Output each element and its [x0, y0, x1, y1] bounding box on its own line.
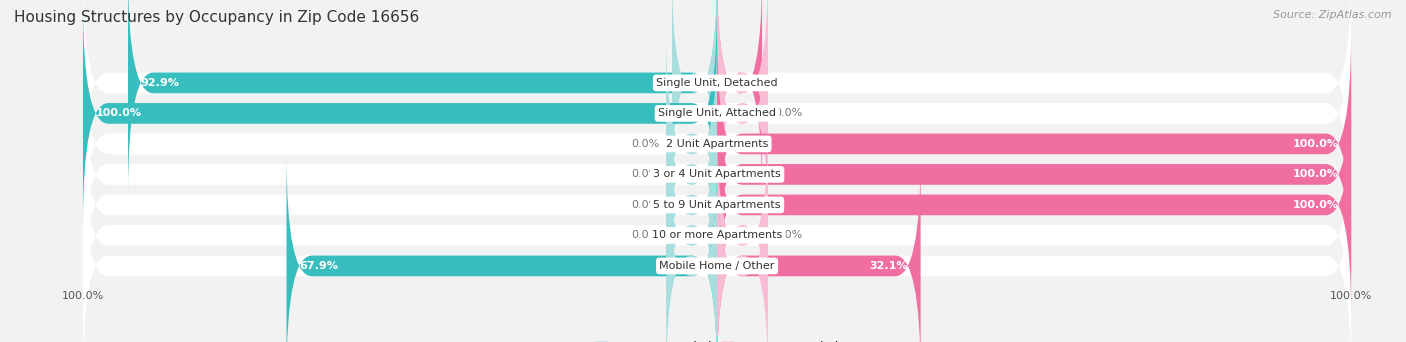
Text: 0.0%: 0.0% [631, 231, 659, 240]
FancyBboxPatch shape [83, 63, 1351, 286]
FancyBboxPatch shape [666, 32, 717, 255]
Text: 3 or 4 Unit Apartments: 3 or 4 Unit Apartments [654, 169, 780, 180]
Text: 2 Unit Apartments: 2 Unit Apartments [666, 139, 768, 149]
FancyBboxPatch shape [717, 154, 768, 342]
FancyBboxPatch shape [717, 32, 1351, 255]
Legend: Owner-occupied, Renter-occupied: Owner-occupied, Renter-occupied [595, 341, 839, 342]
FancyBboxPatch shape [717, 124, 768, 342]
Text: Housing Structures by Occupancy in Zip Code 16656: Housing Structures by Occupancy in Zip C… [14, 10, 419, 25]
Text: 100.0%: 100.0% [1292, 139, 1339, 149]
Text: 5 to 9 Unit Apartments: 5 to 9 Unit Apartments [654, 200, 780, 210]
FancyBboxPatch shape [717, 93, 1351, 317]
FancyBboxPatch shape [128, 0, 717, 195]
FancyBboxPatch shape [666, 93, 717, 317]
Text: 100.0%: 100.0% [96, 108, 142, 118]
FancyBboxPatch shape [83, 124, 1351, 342]
FancyBboxPatch shape [717, 154, 921, 342]
FancyBboxPatch shape [672, 0, 717, 195]
FancyBboxPatch shape [717, 63, 1351, 286]
FancyBboxPatch shape [83, 0, 1351, 195]
FancyBboxPatch shape [83, 32, 1351, 255]
FancyBboxPatch shape [83, 2, 717, 225]
FancyBboxPatch shape [666, 124, 717, 342]
Text: 0.0%: 0.0% [631, 169, 659, 180]
FancyBboxPatch shape [666, 154, 717, 342]
Text: 0.0%: 0.0% [631, 139, 659, 149]
Text: 7.1%: 7.1% [718, 78, 749, 88]
Text: Source: ZipAtlas.com: Source: ZipAtlas.com [1274, 10, 1392, 20]
FancyBboxPatch shape [83, 93, 1351, 317]
FancyBboxPatch shape [287, 154, 717, 342]
FancyBboxPatch shape [717, 0, 768, 195]
Text: 67.9%: 67.9% [299, 261, 337, 271]
Text: 0.0%: 0.0% [631, 200, 659, 210]
Text: 92.9%: 92.9% [141, 78, 180, 88]
Text: Single Unit, Attached: Single Unit, Attached [658, 108, 776, 118]
Text: 100.0%: 100.0% [1292, 200, 1339, 210]
Text: Mobile Home / Other: Mobile Home / Other [659, 261, 775, 271]
Text: 0.0%: 0.0% [775, 231, 803, 240]
FancyBboxPatch shape [717, 0, 762, 195]
Text: 0.0%: 0.0% [775, 108, 803, 118]
FancyBboxPatch shape [83, 154, 1351, 342]
Text: 10 or more Apartments: 10 or more Apartments [652, 231, 782, 240]
FancyBboxPatch shape [666, 63, 717, 286]
Text: Single Unit, Detached: Single Unit, Detached [657, 78, 778, 88]
Text: 100.0%: 100.0% [1292, 169, 1339, 180]
FancyBboxPatch shape [717, 2, 768, 225]
Text: 32.1%: 32.1% [869, 261, 908, 271]
FancyBboxPatch shape [83, 2, 1351, 225]
